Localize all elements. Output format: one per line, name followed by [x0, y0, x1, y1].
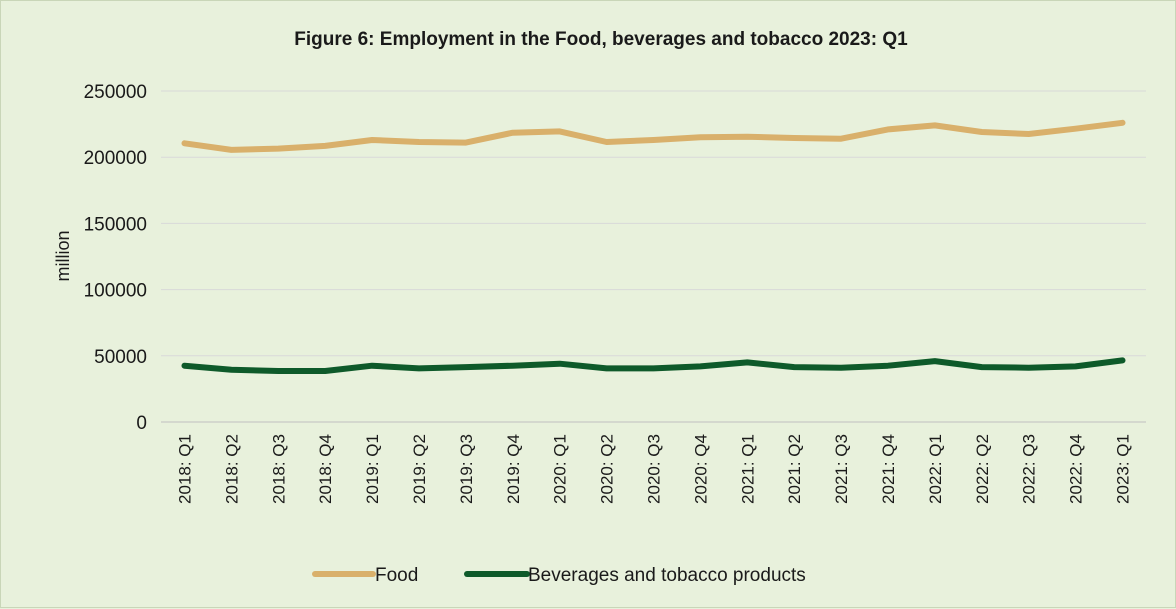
x-tick-label: 2019: Q1 — [363, 434, 382, 504]
y-tick-label: 0 — [136, 413, 147, 434]
x-tick-label: 2019: Q2 — [410, 434, 429, 504]
y-tick-label: 150000 — [84, 214, 147, 235]
x-tick-label: 2022: Q3 — [1020, 434, 1039, 504]
y-tick-label: 100000 — [84, 281, 147, 302]
legend: Food Beverages and tobacco products — [315, 565, 806, 586]
y-tick-label: 200000 — [84, 148, 147, 169]
x-tick-label: 2018: Q1 — [175, 434, 194, 504]
x-tick-label: 2020: Q4 — [691, 434, 710, 504]
legend-label: Food — [375, 565, 418, 586]
x-tick-label: 2021: Q2 — [785, 434, 804, 504]
x-tick-label: 2018: Q4 — [316, 434, 335, 504]
chart-title: Figure 6: Employment in the Food, bevera… — [294, 29, 908, 50]
y-tick-label: 250000 — [84, 82, 147, 103]
x-tick-label: 2021: Q1 — [738, 434, 757, 504]
x-tick-label: 2022: Q1 — [926, 434, 945, 504]
x-tick-label: 2020: Q3 — [645, 434, 664, 504]
x-tick-label: 2019: Q3 — [457, 434, 476, 504]
y-tick-label: 50000 — [94, 347, 147, 368]
x-tick-label: 2021: Q4 — [879, 434, 898, 504]
legend-label: Beverages and tobacco products — [528, 565, 806, 586]
y-axis-ticks: 0 50000 100000 150000 200000 250000 — [84, 82, 147, 434]
x-tick-label: 2023: Q1 — [1114, 434, 1133, 504]
x-tick-label: 2019: Q4 — [504, 434, 523, 504]
x-tick-label: 2022: Q2 — [973, 434, 992, 504]
x-tick-label: 2020: Q1 — [551, 434, 570, 504]
x-tick-label: 2018: Q2 — [222, 434, 241, 504]
x-tick-label: 2021: Q3 — [832, 434, 851, 504]
y-axis-label: million — [53, 230, 73, 281]
x-axis-ticks: 2018: Q1 2018: Q2 2018: Q3 2018: Q4 2019: Q1… — [175, 434, 1132, 504]
series-line-food — [185, 123, 1123, 150]
series-lines — [184, 123, 1122, 371]
x-tick-label: 2020: Q2 — [598, 434, 617, 504]
x-tick-label: 2022: Q4 — [1067, 434, 1086, 504]
x-tick-label: 2018: Q3 — [269, 434, 288, 504]
series-line-beverages-tobacco — [185, 360, 1123, 371]
